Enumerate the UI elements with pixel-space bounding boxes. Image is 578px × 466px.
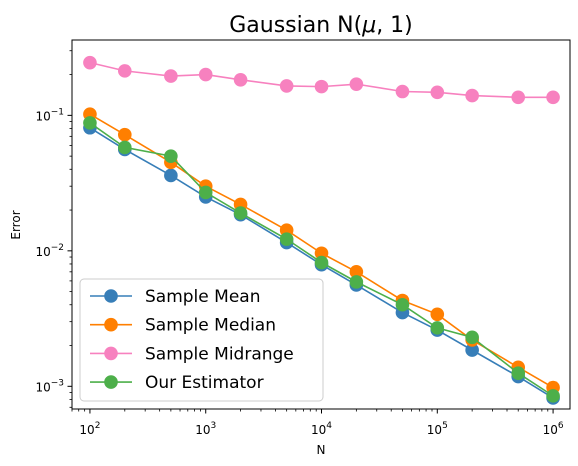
- data-point: [430, 85, 445, 100]
- legend-entry: Our Estimator: [90, 373, 264, 393]
- data-point: [546, 90, 560, 105]
- legend-label: Our Estimator: [145, 373, 264, 393]
- data-point: [83, 116, 97, 130]
- data-point: [117, 140, 132, 155]
- x-tick-label: 106: [543, 421, 564, 437]
- data-point: [233, 73, 248, 87]
- data-point: [164, 69, 178, 83]
- legend-marker: [104, 289, 118, 303]
- x-tick-label: 104: [311, 421, 332, 437]
- tick-base: 10: [35, 380, 50, 394]
- data-point: [279, 79, 294, 93]
- tick-base: 10: [311, 423, 326, 437]
- legend-marker: [104, 346, 118, 361]
- tick-exponent: −2: [51, 243, 64, 253]
- chart-title-rest: , 1): [376, 13, 413, 38]
- data-point: [117, 64, 132, 78]
- tick-exponent: −1: [51, 107, 64, 117]
- data-point: [164, 149, 178, 163]
- data-point: [198, 185, 213, 200]
- data-point: [117, 127, 132, 142]
- data-point: [198, 67, 213, 82]
- tick-base: 10: [35, 245, 50, 259]
- x-axis-label: N: [317, 443, 326, 457]
- data-point: [546, 389, 560, 403]
- data-point: [349, 265, 364, 279]
- data-point: [349, 77, 364, 91]
- data-point: [279, 232, 294, 246]
- tick-exponent: 6: [558, 421, 564, 431]
- y-tick-label: 10−1: [35, 107, 64, 123]
- data-point: [465, 88, 479, 103]
- tick-base: 10: [35, 109, 50, 123]
- tick-exponent: 4: [326, 421, 332, 431]
- data-point: [395, 297, 410, 312]
- data-point: [465, 330, 479, 345]
- data-point: [314, 255, 329, 270]
- data-point: [465, 343, 479, 357]
- legend-marker: [104, 375, 118, 389]
- tick-exponent: 3: [210, 421, 216, 431]
- tick-base: 10: [195, 423, 210, 437]
- data-point: [395, 84, 410, 99]
- legend-label: Sample Mean: [145, 287, 260, 307]
- tick-exponent: 5: [442, 421, 448, 431]
- legend-marker: [104, 317, 118, 332]
- plot-layer: [83, 55, 560, 405]
- y-tick-label: 10−3: [35, 378, 64, 394]
- legend-box: [79, 278, 324, 402]
- data-point: [233, 206, 248, 220]
- tick-base: 10: [79, 423, 94, 437]
- x-tick-label: 105: [427, 421, 448, 437]
- legend: Sample Mean Sample Median Sample Midrange O…: [79, 278, 324, 402]
- x-tick-label: 103: [195, 421, 216, 437]
- tick-exponent: 2: [95, 421, 101, 431]
- y-axis-label: Error: [9, 210, 23, 239]
- chart-title: Gaussian N(μ, 1): [229, 13, 413, 38]
- tick-exponent: −3: [51, 378, 64, 388]
- plot-frame: [71, 39, 571, 410]
- data-point: [349, 275, 364, 289]
- x-tick-label: 102: [79, 421, 100, 437]
- data-point: [83, 55, 97, 70]
- y-tick-label: 10−2: [35, 243, 64, 259]
- chart-title-mu: μ: [361, 13, 376, 38]
- chart-title-base: Gaussian N(: [229, 13, 362, 38]
- data-point: [511, 366, 526, 380]
- legend-entry: Sample Median: [90, 316, 276, 336]
- series-2: [83, 55, 560, 105]
- data-point: [164, 168, 178, 183]
- data-point: [511, 90, 526, 105]
- series-3: [83, 116, 560, 403]
- legend-label: Sample Median: [145, 316, 276, 336]
- data-point: [314, 79, 329, 94]
- legend-entry: Sample Mean: [90, 287, 260, 307]
- legend-label: Sample Midrange: [145, 344, 294, 364]
- tick-base: 10: [543, 423, 558, 437]
- data-point: [430, 321, 445, 335]
- legend-entry: Sample Midrange: [90, 344, 294, 364]
- data-point: [430, 307, 445, 322]
- tick-base: 10: [427, 423, 442, 437]
